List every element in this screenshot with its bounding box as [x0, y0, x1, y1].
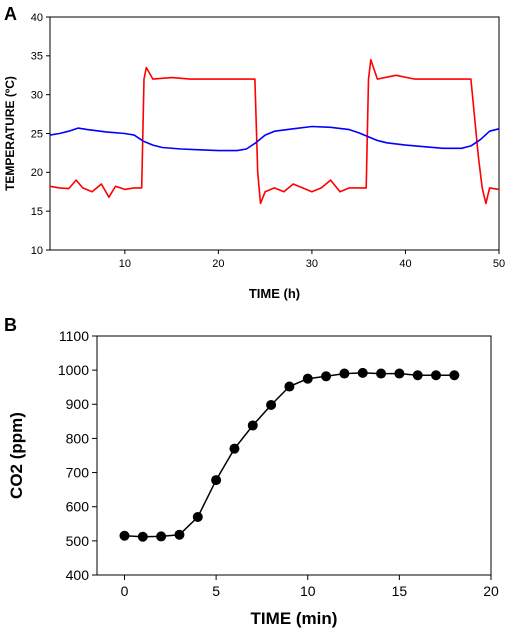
data-point: [229, 443, 240, 454]
y-tick-label: 10: [31, 245, 43, 257]
x-tick-label: 0: [121, 583, 129, 599]
y-tick-label: 25: [31, 128, 43, 140]
y-tick-label: 1100: [59, 328, 89, 344]
data-point: [192, 511, 203, 522]
data-point: [394, 368, 405, 379]
y-tick-label: 20: [31, 167, 43, 179]
y-tick-label: 400: [66, 567, 90, 583]
series-line: [49, 58, 500, 205]
data-point: [357, 367, 368, 378]
x-tick-label: 10: [119, 258, 131, 270]
y-tick-label: 700: [66, 464, 90, 480]
data-point: [266, 399, 277, 410]
data-point: [247, 420, 258, 431]
x-tick-label: 50: [493, 258, 505, 270]
y-tick-label: 800: [66, 430, 90, 446]
data-point: [211, 475, 222, 486]
data-point: [284, 381, 295, 392]
panel-b-letter: B: [4, 315, 17, 335]
y-tick-label: 900: [66, 396, 90, 412]
plot-frame: [96, 335, 492, 576]
series-line: [49, 125, 500, 152]
data-point: [431, 370, 442, 381]
data-point: [321, 371, 332, 382]
x-tick-label: 10: [300, 583, 316, 599]
y-axis-label: TEMPERATURE (ºC): [3, 76, 17, 191]
y-tick-label: 40: [31, 12, 43, 24]
x-tick-label: 30: [306, 258, 318, 270]
series-line: [124, 372, 455, 538]
data-point: [302, 373, 313, 384]
y-tick-label: 1000: [58, 362, 89, 378]
x-axis-label: TIME (min): [251, 609, 338, 628]
y-tick-label: 500: [66, 533, 90, 549]
y-tick-label: 600: [66, 499, 90, 515]
data-point: [174, 529, 185, 540]
panel-a-letter: A: [4, 4, 17, 24]
data-point: [339, 368, 350, 379]
x-tick-label: 15: [392, 583, 408, 599]
data-point: [449, 370, 460, 381]
chart-a: 10 20 30 40 50 10 15 20 25 30 35 40 TIME (h) TEMPERAT…: [3, 12, 505, 301]
data-point: [119, 530, 130, 541]
x-tick-label: 40: [399, 258, 411, 270]
data-point: [156, 531, 167, 542]
y-tick-label: 30: [31, 90, 43, 102]
y-tick-label: 15: [31, 206, 43, 218]
y-axis-label: CO2 (ppm): [7, 412, 26, 499]
x-tick-label: 5: [212, 583, 220, 599]
data-point: [137, 531, 148, 542]
x-tick-label: 20: [483, 583, 499, 599]
data-point: [376, 368, 387, 379]
x-axis-label: TIME (h): [249, 286, 300, 301]
y-tick-label: 35: [31, 51, 43, 63]
x-tick-label: 20: [212, 258, 224, 270]
chart-b: 0 5 10 15 20 400 500 600 700 800 900 1000 1100 TIME (…: [7, 328, 499, 628]
data-point: [412, 370, 423, 381]
